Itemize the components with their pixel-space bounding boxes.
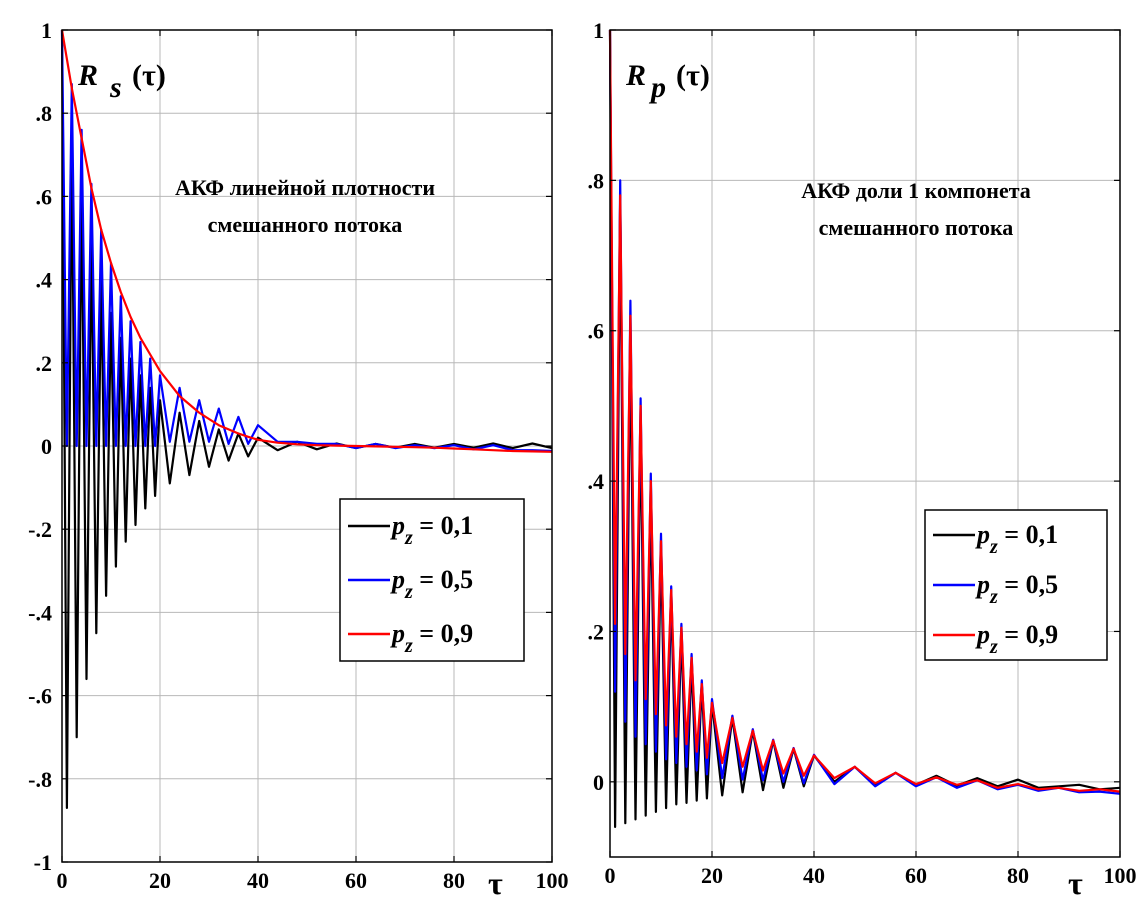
y-tick-label: .4 xyxy=(588,469,605,494)
annotation-line-1: АКФ доли 1 компонета xyxy=(801,178,1031,203)
x-tick-label: 20 xyxy=(701,863,723,888)
annotation-line-2: смешанного потока xyxy=(819,215,1014,240)
x-tick-label: 100 xyxy=(1104,863,1137,888)
legend-label-2: pz = 0,5 xyxy=(390,565,473,603)
series-line-2 xyxy=(60,29,553,453)
x-tick-label: 40 xyxy=(247,868,269,893)
legend-label-2: pz = 0,5 xyxy=(975,570,1058,608)
x-tick-label: 80 xyxy=(443,868,465,893)
x-tick-label: 40 xyxy=(803,863,825,888)
x-tick-label: 0 xyxy=(57,868,68,893)
y-axis-label-subscript: s xyxy=(109,71,122,104)
series-line-3 xyxy=(608,29,1121,793)
y-tick-label: -.8 xyxy=(28,767,52,792)
x-tick-label: 0 xyxy=(605,863,616,888)
y-tick-label: -1 xyxy=(34,850,52,875)
legend-label-3: pz = 0,9 xyxy=(975,620,1058,658)
x-tick-label: 100 xyxy=(536,868,569,893)
series-line-1 xyxy=(608,29,1121,829)
series-line-2 xyxy=(608,29,1121,795)
y-axis-label: R xyxy=(625,59,646,92)
legend-label-1: pz = 0,1 xyxy=(975,520,1058,558)
y-axis-label-subscript: p xyxy=(648,71,666,104)
legend-label-1: pz = 0,1 xyxy=(390,511,473,549)
series-line-3 xyxy=(60,29,553,453)
y-tick-label: .8 xyxy=(36,101,53,126)
y-tick-label: 1 xyxy=(593,18,604,43)
y-tick-label: 0 xyxy=(41,434,52,459)
y-tick-label: -.6 xyxy=(28,684,52,709)
x-axis-label: τ xyxy=(1068,865,1083,901)
legend: pz = 0,1 pz = 0,5 pz = 0,9 xyxy=(339,498,525,662)
annotation-line-1: АКФ линейной плотности xyxy=(175,175,435,200)
y-tick-label: .8 xyxy=(588,168,605,193)
annotation-line-2: смешанного потока xyxy=(208,212,403,237)
y-tick-label: .6 xyxy=(588,319,605,344)
plot-frame xyxy=(609,29,1121,858)
y-tick-label: -.2 xyxy=(28,517,52,542)
y-tick-label: .4 xyxy=(36,268,53,293)
x-tick-label: 80 xyxy=(1007,863,1029,888)
y-tick-label: 1 xyxy=(41,18,52,43)
x-tick-label: 60 xyxy=(345,868,367,893)
x-axis-label: τ xyxy=(488,865,503,901)
chart-panel-2: 0 20 40 60 80 100 0 .2 .4 .6 .8 1R p (τ) τ АКФ доли 1 к… xyxy=(588,18,1137,901)
x-tick-label: 20 xyxy=(149,868,171,893)
x-tick-label: 60 xyxy=(905,863,927,888)
legend-label-3: pz = 0,9 xyxy=(390,619,473,657)
chart-panel-1: 0 20 40 60 80 100 -1 -.8 -.6 -.4 -.2 0 .2 .4 .6 .8 1R s (τ… xyxy=(28,18,568,901)
y-axis-label-argument: (τ) xyxy=(132,59,166,92)
y-tick-label: -.4 xyxy=(28,600,52,625)
y-tick-label: 0 xyxy=(593,770,604,795)
y-axis-label-argument: (τ) xyxy=(676,59,710,92)
y-tick-label: .2 xyxy=(588,619,605,644)
y-tick-label: .2 xyxy=(36,351,53,376)
y-axis-label: R xyxy=(77,59,98,92)
legend: pz = 0,1 pz = 0,5 pz = 0,9 xyxy=(924,509,1108,661)
y-tick-label: .6 xyxy=(36,184,53,209)
